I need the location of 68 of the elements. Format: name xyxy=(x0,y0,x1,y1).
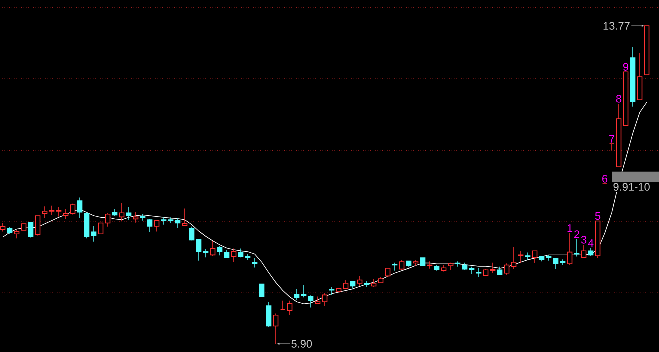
text: 6 xyxy=(602,175,608,183)
candlestick xyxy=(511,247,517,270)
text: 7 xyxy=(610,135,615,143)
candlestick xyxy=(196,239,202,262)
candlestick xyxy=(357,276,363,287)
candlestick xyxy=(455,261,461,268)
candlestick xyxy=(119,203,125,222)
candlestick xyxy=(77,197,83,219)
candlestick xyxy=(476,268,482,278)
candlestick xyxy=(567,232,573,266)
candlestick xyxy=(161,217,167,226)
candlestick xyxy=(399,260,405,271)
candlestick xyxy=(231,248,237,262)
candlestick xyxy=(63,209,69,220)
candlestick xyxy=(637,52,643,100)
candlestick xyxy=(175,218,181,229)
candlestick xyxy=(147,218,153,233)
candlestick xyxy=(98,222,104,235)
candlestick xyxy=(252,258,258,268)
candlestick xyxy=(308,295,314,308)
candlestick xyxy=(385,268,391,278)
text: 2 xyxy=(574,230,580,238)
candlestick xyxy=(126,207,132,220)
text: 8 xyxy=(616,95,622,103)
candlestick xyxy=(35,216,41,236)
annotation: 13.77 xyxy=(604,22,630,30)
candlestick xyxy=(581,244,587,259)
text: 9 xyxy=(623,63,629,71)
candlestick xyxy=(301,285,307,298)
candlestick xyxy=(427,261,433,270)
candlestick xyxy=(322,293,328,306)
candlestick xyxy=(329,287,335,296)
candlestick xyxy=(525,252,531,260)
text: 3 xyxy=(581,236,587,244)
text: 1 xyxy=(568,224,573,232)
candlestick xyxy=(210,240,216,256)
candlestick xyxy=(490,262,496,274)
candlestick xyxy=(266,302,272,328)
text: 5 xyxy=(595,212,601,220)
candlestick xyxy=(140,214,146,222)
candlestick xyxy=(287,300,293,316)
candlestick xyxy=(343,280,349,290)
candlestick xyxy=(84,212,90,239)
candlestick xyxy=(294,289,300,300)
candlestick xyxy=(469,266,475,275)
candlestick xyxy=(105,213,111,228)
candlestick xyxy=(91,226,97,242)
candlestick xyxy=(70,203,76,216)
candlestick xyxy=(154,220,160,232)
text: 4 xyxy=(588,240,594,248)
candlestick xyxy=(28,222,34,238)
candlestick xyxy=(546,254,552,262)
candlestick xyxy=(203,249,209,258)
candlestick xyxy=(259,284,265,298)
candlestick xyxy=(532,250,538,264)
candlestick xyxy=(518,250,524,264)
band-label: 9.91-10 xyxy=(614,183,650,191)
candlestick xyxy=(574,239,580,258)
candlestick xyxy=(189,226,195,242)
candlestick xyxy=(217,246,223,256)
candlestick xyxy=(392,262,398,272)
annotation: 5.90 xyxy=(292,340,312,348)
candlestick xyxy=(182,208,188,226)
candlestick xyxy=(56,207,62,218)
candlestick xyxy=(42,206,48,219)
candlestick xyxy=(553,258,559,270)
candlestick xyxy=(504,263,510,276)
candlestick xyxy=(49,205,55,216)
